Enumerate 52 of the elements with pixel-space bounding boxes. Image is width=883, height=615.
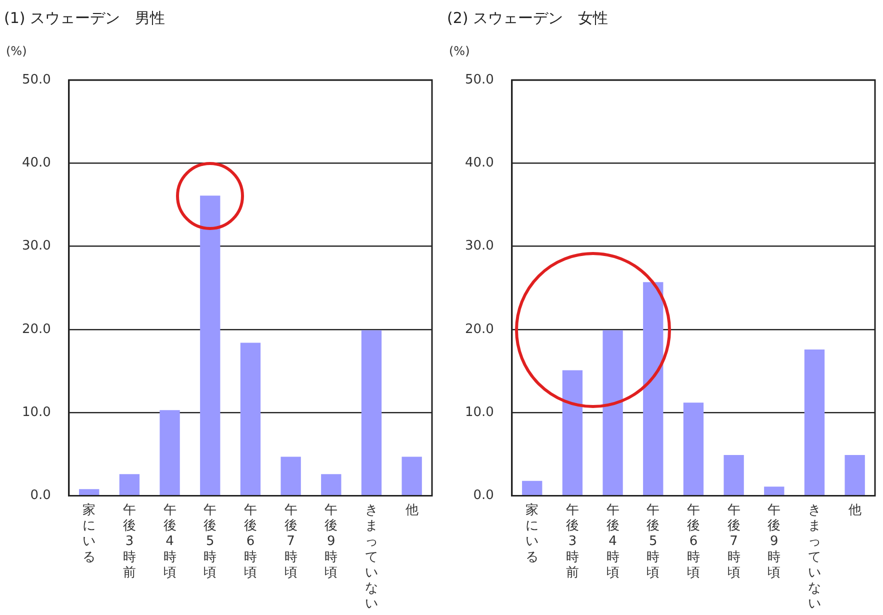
- bar: [200, 196, 220, 496]
- y-tick-label: 30.0: [464, 238, 494, 254]
- bar: [764, 486, 784, 496]
- bar: [683, 402, 704, 496]
- x-tick-label: 午後4時頃: [606, 502, 620, 580]
- y-tick-label: 30.0: [22, 238, 51, 254]
- x-tick-label: 家にいる: [526, 502, 539, 565]
- bar: [804, 349, 825, 496]
- y-tick-label: 50.0: [22, 72, 51, 88]
- x-tick-label: 午後6時頃: [244, 502, 257, 580]
- bar: [724, 455, 744, 496]
- x-tick-label: きまっていない: [808, 502, 821, 612]
- y-tick-label: 20.0: [464, 322, 494, 337]
- y-tick-label: 0.0: [473, 488, 494, 504]
- y-tick-label: 10.0: [22, 405, 51, 420]
- x-tick-label: 午後5時頃: [646, 502, 660, 580]
- y-tick-label: 50.0: [464, 72, 494, 88]
- x-tick-label: 午後7時頃: [727, 502, 740, 580]
- y-axis-title: (%): [6, 44, 27, 58]
- y-tick-label: 40.0: [464, 156, 494, 171]
- chart-title: (1) スウェーデン 男性: [4, 8, 166, 27]
- x-tick-label: 他: [405, 502, 418, 518]
- y-axis-title: (%): [449, 44, 470, 58]
- bar: [160, 410, 180, 496]
- y-tick-label: 20.0: [22, 322, 51, 337]
- x-tick-label: 午後9時頃: [324, 502, 338, 580]
- x-tick-label: 家にいる: [82, 502, 96, 565]
- bar: [522, 480, 542, 496]
- x-tick-label: 午後5時頃: [204, 502, 217, 580]
- bar: [240, 342, 261, 496]
- bar: [643, 282, 664, 496]
- y-tick-label: 0.0: [30, 488, 51, 504]
- bar: [562, 370, 583, 496]
- x-tick-label: 午後9時頃: [768, 502, 781, 580]
- bar: [280, 456, 301, 496]
- x-tick-label: 午後7時頃: [284, 502, 298, 580]
- y-tick-label: 40.0: [22, 156, 51, 171]
- bar: [602, 330, 623, 496]
- x-tick-label: 午後4時頃: [163, 502, 176, 580]
- bar: [844, 455, 865, 496]
- bar: [361, 330, 382, 496]
- y-tick-label: 10.0: [464, 405, 494, 420]
- bar: [402, 456, 422, 496]
- x-tick-label: 午後6時頃: [686, 502, 700, 580]
- x-tick-label: 午後3時前: [566, 502, 579, 580]
- x-tick-label: 他: [848, 502, 862, 518]
- bar: [321, 474, 342, 496]
- x-tick-label: 午後3時前: [122, 502, 136, 580]
- chart-title: (2) スウェーデン 女性: [447, 8, 608, 27]
- bar: [119, 474, 140, 496]
- bar: [79, 489, 100, 496]
- x-tick-label: きまっていない: [364, 502, 378, 612]
